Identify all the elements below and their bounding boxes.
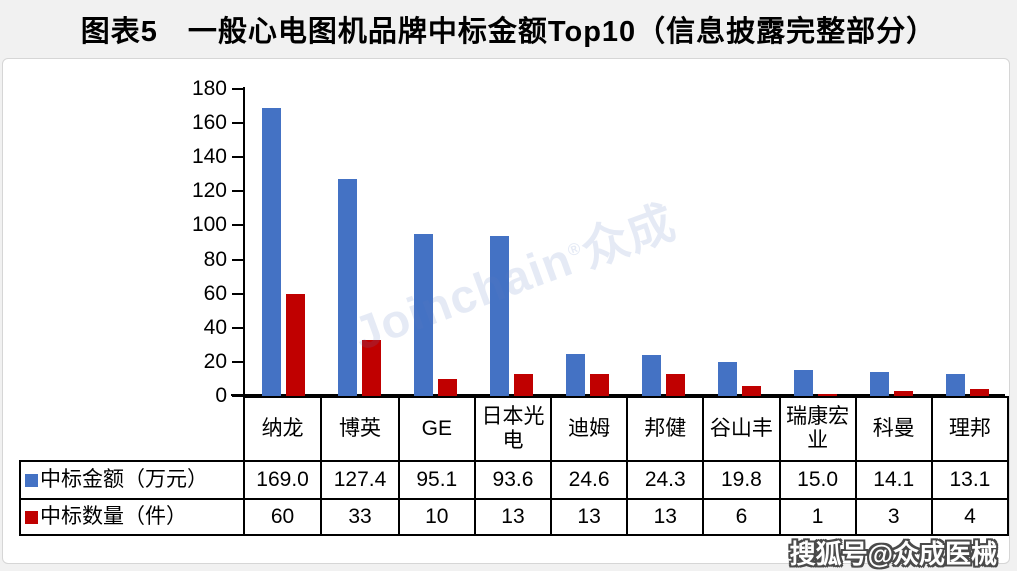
bar-group bbox=[397, 89, 473, 396]
bar-count bbox=[666, 374, 686, 396]
bar-count bbox=[742, 386, 762, 396]
bar-amount bbox=[565, 354, 585, 396]
y-axis-tick-mark bbox=[232, 156, 244, 159]
y-axis-tick-label: 20 bbox=[203, 349, 227, 373]
y-axis-tick-label: 120 bbox=[191, 179, 227, 203]
data-table: 纳龙 博英 GE 日本光电 迪姆 邦健 谷山丰 瑞康宏业 科曼 理邦 中标金额（万元） 169.0 12… bbox=[19, 396, 1010, 536]
bar-count bbox=[894, 391, 914, 396]
plot-area bbox=[245, 89, 1006, 396]
value-cell: 13.1 bbox=[930, 460, 1010, 500]
data-table-body: 纳龙 博英 GE 日本光电 迪姆 邦健 谷山丰 瑞康宏业 科曼 理邦 中标金额（万元） 169.0 12… bbox=[19, 396, 1010, 536]
chart-title: 图表5 一般心电图机品牌中标金额Top10（信息披露完整部分） bbox=[80, 16, 937, 48]
value-cell: 95.1 bbox=[397, 460, 476, 500]
y-axis-tick-mark bbox=[232, 360, 244, 363]
y-axis-tick-mark bbox=[232, 190, 244, 193]
value-cell: 33 bbox=[320, 498, 400, 536]
y-axis-tick-label: 180 bbox=[191, 77, 227, 100]
category-header-cell: 迪姆 bbox=[550, 396, 629, 462]
value-cell: 24.6 bbox=[550, 460, 629, 500]
y-axis-tick-label: 0 bbox=[215, 384, 227, 407]
category-header-cell: 邦健 bbox=[626, 396, 705, 462]
value-cell: 60 bbox=[242, 498, 323, 536]
chart-card: 0 20 40 60 80 100 120 140 160 180 Joinchain®众成 纳龙… bbox=[2, 58, 1010, 564]
y-axis-tick-mark bbox=[232, 292, 244, 295]
table-corner-spacer bbox=[20, 397, 244, 461]
y-axis-tick-label: 100 bbox=[191, 213, 227, 237]
category-header-cell: 日本光电 bbox=[473, 396, 553, 462]
value-cell: 4 bbox=[930, 498, 1010, 536]
value-cell: 1 bbox=[778, 498, 857, 536]
bar-group bbox=[473, 89, 549, 396]
bar-count bbox=[818, 394, 838, 396]
bar-count bbox=[970, 389, 990, 396]
bar-group bbox=[549, 89, 625, 396]
category-header-cell: 纳龙 bbox=[242, 396, 323, 462]
value-cell: 15.0 bbox=[778, 460, 857, 500]
bar-count bbox=[589, 374, 609, 396]
value-cell: 19.8 bbox=[702, 460, 781, 500]
bar-amount bbox=[413, 234, 433, 396]
bar-amount bbox=[261, 108, 281, 396]
category-header-cell: 谷山丰 bbox=[702, 396, 781, 462]
amount-legend-swatch-icon bbox=[25, 473, 38, 487]
bar-amount bbox=[489, 236, 509, 396]
bar-amount bbox=[718, 362, 738, 396]
value-cell: 127.4 bbox=[320, 460, 400, 500]
y-axis-tick-mark bbox=[232, 88, 244, 90]
value-cell: 14.1 bbox=[854, 460, 933, 500]
value-cell: 13 bbox=[626, 498, 705, 536]
y-axis-tick-label: 140 bbox=[191, 145, 227, 169]
value-cell: 10 bbox=[397, 498, 476, 536]
bar-group bbox=[245, 89, 321, 396]
x-axis-line bbox=[231, 394, 1005, 396]
y-axis-line bbox=[243, 87, 245, 396]
count-legend-swatch-icon bbox=[25, 510, 38, 524]
category-header-cell: 理邦 bbox=[930, 396, 1010, 462]
sohu-watermark: 搜狐号@众成医械 bbox=[789, 539, 997, 569]
table-header-row: 纳龙 博英 GE 日本光电 迪姆 邦健 谷山丰 瑞康宏业 科曼 理邦 bbox=[20, 396, 1010, 462]
bar-count bbox=[285, 294, 305, 396]
series-label-cell: 中标数量（件） bbox=[19, 498, 245, 536]
bar-group bbox=[321, 89, 397, 396]
y-axis-tick-mark bbox=[232, 326, 244, 329]
bar-amount bbox=[794, 370, 814, 396]
y-axis-tick-mark bbox=[232, 395, 244, 397]
table-row: 中标金额（万元） 169.0 127.4 95.1 93.6 24.6 24.3 19.8 15… bbox=[19, 460, 1010, 500]
value-cell: 13 bbox=[473, 498, 553, 536]
table-row: 中标数量（件） 60 33 10 13 13 13 6 1 3 4 bbox=[19, 498, 1010, 536]
value-cell: 169.0 bbox=[242, 460, 323, 500]
value-cell: 6 bbox=[702, 498, 781, 536]
category-header-cell: 瑞康宏业 bbox=[778, 396, 857, 462]
bar-amount bbox=[642, 355, 662, 396]
bar-group bbox=[702, 89, 778, 396]
bar-count bbox=[513, 374, 533, 396]
y-axis-tick-mark bbox=[232, 224, 244, 227]
category-header-cell: 科曼 bbox=[854, 396, 933, 462]
bar-count bbox=[437, 379, 457, 396]
y-axis-tick-label: 40 bbox=[203, 315, 227, 339]
series-label-text: 中标金额（万元） bbox=[40, 467, 208, 491]
bar-amount bbox=[946, 374, 966, 396]
y-axis-tick-mark bbox=[232, 258, 244, 261]
bar-group bbox=[778, 89, 854, 396]
bar-group bbox=[625, 89, 701, 396]
y-axis-tick-mark bbox=[232, 122, 244, 125]
category-header-cell: 博英 bbox=[320, 396, 400, 462]
value-cell: 3 bbox=[854, 498, 933, 536]
value-cell: 24.3 bbox=[626, 460, 705, 500]
value-cell: 13 bbox=[550, 498, 629, 536]
bar-count bbox=[361, 340, 381, 396]
category-header-cell: GE bbox=[397, 396, 476, 462]
series-label-cell: 中标金额（万元） bbox=[19, 460, 245, 500]
value-cell: 93.6 bbox=[473, 460, 553, 500]
y-axis-tick-label: 160 bbox=[191, 111, 227, 135]
bar-amount bbox=[337, 179, 357, 396]
y-axis-tick-label: 80 bbox=[203, 247, 227, 271]
y-axis-tick-label: 60 bbox=[203, 281, 227, 305]
bar-amount bbox=[870, 372, 890, 396]
bar-group bbox=[854, 89, 930, 396]
series-label-text: 中标数量（件） bbox=[40, 504, 187, 528]
bar-group bbox=[930, 89, 1006, 396]
